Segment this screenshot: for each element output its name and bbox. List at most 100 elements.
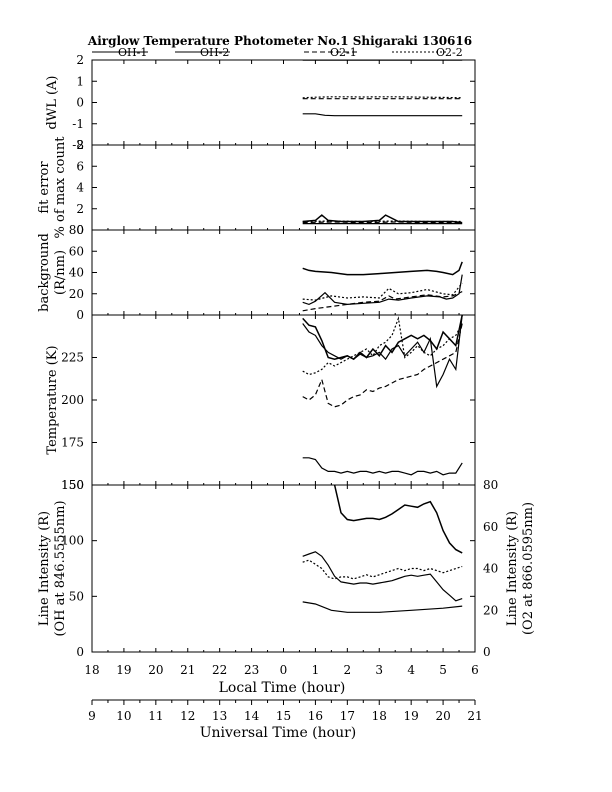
y2-tick-label: 80 [483, 478, 498, 492]
series-o2-2-line [302, 559, 463, 580]
series-o2-2-line [302, 96, 463, 99]
utc-tick-label: 10 [116, 709, 131, 723]
utc-tick-label: 19 [404, 709, 419, 723]
series-oh-2-line [302, 551, 463, 602]
utc-tick-label: 14 [244, 709, 260, 723]
y2-axis-label-2: (O2 at 866.0595nm) [521, 502, 536, 635]
y-tick-label: 6 [76, 159, 84, 173]
y2-tick-label: 0 [483, 645, 491, 659]
local-time-tick-label: 1 [312, 663, 320, 677]
y-axis-label: background [37, 233, 52, 312]
panel-frame [91, 59, 476, 146]
y-tick-label: 0 [76, 96, 84, 110]
y-tick-label: 200 [61, 393, 84, 407]
y-tick-label: 20 [69, 287, 84, 301]
y-tick-label: 8 [76, 138, 84, 152]
y-tick-label: 150 [61, 478, 84, 492]
series-oh-2-line [302, 274, 463, 306]
series-o2-2-line [302, 220, 463, 223]
utc-tick-label: 9 [88, 709, 96, 723]
local-time-tick-label: 21 [180, 663, 195, 677]
y-axis-label: fit error [37, 161, 52, 214]
y-tick-label: 225 [61, 351, 84, 365]
y-axis-label-2: (OH at 846.5555nm) [53, 500, 68, 636]
series-oh-2-line [302, 315, 463, 389]
series-o2-1-line [302, 601, 463, 613]
y-tick-label: 0 [76, 645, 84, 659]
y-tick-label: 1 [76, 74, 84, 88]
chart-title: Airglow Temperature Photometer No.1 Shig… [87, 34, 472, 48]
local-time-tick-label: 23 [244, 663, 259, 677]
panels: -2 -1 0 1 2 dWL (A) 0 2 4 6 8 fit error% of max cou… [37, 53, 536, 659]
y2-axis-label: Line Intensity (R) [505, 511, 520, 626]
utc-tick-label: 13 [212, 709, 227, 723]
y2-tick-label: 20 [483, 603, 498, 617]
series-o2-1-line [302, 291, 463, 312]
local-time-tick-label: 6 [471, 663, 479, 677]
local-time-tick-label: 4 [407, 663, 415, 677]
utc-tick-label: 18 [372, 709, 387, 723]
y-tick-label: 0 [76, 223, 84, 237]
y-tick-label: 80 [69, 223, 84, 237]
y-tick-label: -2 [72, 138, 84, 152]
y-axis-label: Line Intensity (R) [37, 511, 52, 626]
local-time-tick-label: 3 [375, 663, 383, 677]
y-tick-label: -1 [72, 117, 84, 131]
series-o2-2-line [302, 282, 463, 301]
series-oh-2-line [302, 113, 463, 117]
legend-label-oh-1: OH-1 [118, 46, 147, 59]
panel-background: 0 20 40 60 80 background (R/nm) [37, 223, 476, 322]
y-axis-label-2: % of max count [53, 136, 68, 239]
y-tick-label: 2 [76, 53, 84, 67]
series-o2-1-line [302, 457, 463, 476]
legend-label-o2-1: O2-1 [330, 46, 357, 59]
y2-tick-label: 60 [483, 520, 498, 534]
series-o2-1-line [302, 323, 463, 408]
local-time-tick-label: 19 [116, 663, 131, 677]
panel-fit_error: 0 2 4 6 8 fit error% of max count [37, 136, 476, 239]
legend-label-oh-2: OH-2 [200, 46, 229, 59]
utc-tick-label: 15 [276, 709, 291, 723]
local-time-tick-label: 0 [280, 663, 288, 677]
panel-dwl: -2 -1 0 1 2 dWL (A) [45, 53, 476, 152]
y-tick-label: 100 [61, 534, 84, 548]
series-oh-1-line [333, 485, 463, 554]
y-tick-label: 40 [69, 266, 84, 280]
local-time-tick-label: 20 [148, 663, 163, 677]
y-tick-label: 4 [76, 181, 84, 195]
series-oh-1-line [302, 315, 463, 361]
series-oh-1-line [302, 214, 463, 224]
utc-tick-label: 16 [308, 709, 323, 723]
y-tick-label: 50 [69, 589, 84, 603]
y-axis-label: Temperature (K) [45, 345, 60, 454]
local-time-tick-label: 22 [212, 663, 227, 677]
utc-tick-label: 20 [435, 709, 450, 723]
y-tick-label: 60 [69, 244, 84, 258]
series-oh-1-line [302, 261, 463, 276]
y-tick-label: 150 [61, 478, 84, 492]
local-time-tick-label: 18 [84, 663, 99, 677]
local-time-axis-label: Local Time (hour) [219, 680, 346, 696]
y-axis-label-2: (R/nm) [53, 250, 68, 295]
series-o2-1-line [302, 221, 463, 224]
utc-tick-label: 11 [148, 709, 163, 723]
legend: OH-1 OH-2 O2-1 O2-2 [92, 46, 463, 59]
utc-tick-label: 12 [180, 709, 195, 723]
utc-tick-label: 17 [340, 709, 355, 723]
legend-label-o2-2: O2-2 [436, 46, 463, 59]
local-time-tick-label: 2 [344, 663, 352, 677]
y-tick-label: 0 [76, 308, 84, 322]
panel-frame [91, 144, 476, 231]
utc-axis-label: Universal Time (hour) [200, 725, 357, 741]
panel-frame [91, 229, 476, 316]
local-time-tick-label: 5 [439, 663, 447, 677]
panel-frame [91, 314, 476, 486]
y-tick-label: 175 [61, 436, 84, 450]
y2-tick-label: 40 [483, 562, 498, 576]
utc-tick-label: 21 [467, 709, 482, 723]
y-axis-label: dWL (A) [45, 76, 60, 130]
